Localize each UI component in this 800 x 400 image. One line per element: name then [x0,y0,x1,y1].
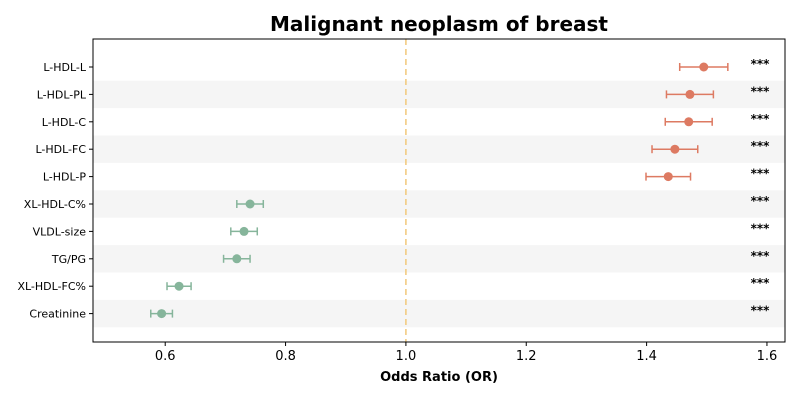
or-point [684,117,694,127]
y-tick-label: L-HDL-P [43,171,87,184]
or-point [245,199,255,209]
chart-title: Malignant neoplasm of breast [270,12,608,36]
x-tick-label: 1.0 [396,349,417,364]
row-stripes [93,80,785,328]
row-stripe [93,245,785,273]
y-tick-label: Creatinine [29,308,86,321]
x-tick-label: 1.6 [757,349,778,364]
significance-label: *** [751,57,771,71]
or-point [699,62,709,72]
significance-label: *** [751,167,771,181]
x-tick-label: 0.6 [155,349,176,364]
x-axis-label: Odds Ratio (OR) [380,370,498,385]
significance-label: *** [751,249,771,263]
y-tick-label: L-HDL-C [42,116,87,129]
y-tick-label: L-HDL-L [43,61,87,74]
y-tick-label: L-HDL-PL [37,88,87,101]
row-stripe [93,299,785,328]
y-tick-label: L-HDL-FC [35,143,86,156]
y-axis-ticks: L-HDL-L L-HDL-PL L-HDL-C L-HDL-FC L-HDL-P XL-… [17,61,93,321]
significance-label: *** [751,84,771,98]
or-point [239,226,249,236]
plot-frame [92,38,786,343]
x-tick-label: 0.8 [275,349,296,364]
y-tick-label: XL-HDL-C% [24,198,86,211]
or-point [232,254,242,264]
significance-label: *** [751,194,771,208]
significance-label: *** [751,139,771,153]
or-point [685,89,695,99]
x-tick-label: 1.4 [636,349,657,364]
significance-label: *** [751,304,771,318]
significance-label: *** [751,112,771,126]
y-tick-label: XL-HDL-FC% [17,280,86,293]
or-point [663,172,673,182]
or-point [174,281,184,291]
row-stripe [93,190,785,218]
plot-marks: *** *** *** *** *** *** *** *** *** *** [150,57,771,319]
x-tick-label: 1.2 [516,349,537,364]
or-point [157,309,167,319]
y-tick-label: TG/PG [51,253,86,266]
or-point [670,144,680,154]
y-tick-label: VLDL-size [33,225,87,238]
x-axis-ticks: 0.6 0.8 1.0 1.2 1.4 1.6 [155,342,777,364]
significance-label: *** [751,221,771,235]
significance-label: *** [751,276,771,290]
